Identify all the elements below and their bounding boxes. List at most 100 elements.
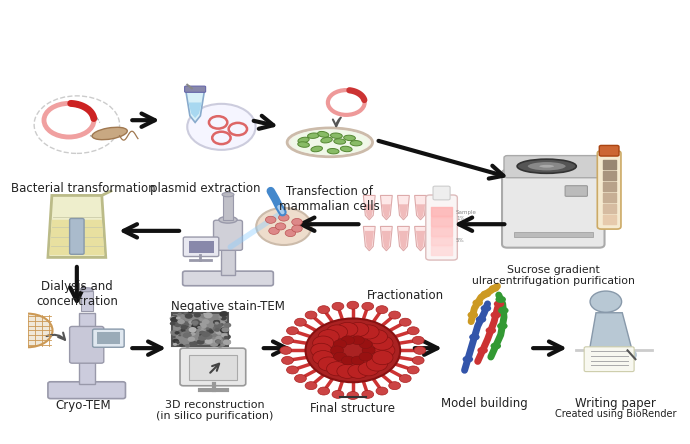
Circle shape — [177, 319, 185, 324]
Circle shape — [219, 339, 227, 344]
Circle shape — [185, 313, 193, 319]
Circle shape — [318, 387, 330, 395]
Circle shape — [189, 341, 198, 347]
Circle shape — [332, 302, 344, 310]
Circle shape — [176, 317, 181, 320]
Circle shape — [215, 340, 221, 344]
Circle shape — [181, 321, 190, 327]
Text: Created using BioRender: Created using BioRender — [555, 409, 676, 419]
Circle shape — [183, 332, 192, 338]
Circle shape — [175, 341, 179, 344]
Text: Fractionation: Fractionation — [367, 289, 444, 301]
Circle shape — [210, 341, 219, 347]
Circle shape — [313, 336, 334, 350]
Ellipse shape — [321, 138, 333, 143]
Circle shape — [191, 319, 200, 325]
Circle shape — [170, 321, 175, 325]
Circle shape — [202, 312, 209, 317]
FancyBboxPatch shape — [433, 186, 450, 200]
Circle shape — [221, 332, 228, 336]
Circle shape — [177, 313, 181, 315]
Polygon shape — [48, 195, 106, 258]
Circle shape — [372, 351, 393, 365]
Circle shape — [186, 327, 191, 331]
Ellipse shape — [310, 147, 323, 151]
Circle shape — [223, 339, 231, 345]
Circle shape — [199, 334, 204, 337]
Circle shape — [198, 335, 207, 341]
Polygon shape — [397, 226, 409, 251]
FancyBboxPatch shape — [70, 218, 84, 254]
Circle shape — [174, 322, 181, 327]
Circle shape — [286, 366, 298, 374]
Circle shape — [275, 223, 286, 230]
Circle shape — [400, 375, 411, 382]
Circle shape — [220, 331, 227, 336]
Circle shape — [342, 356, 355, 365]
Circle shape — [348, 364, 369, 378]
Polygon shape — [364, 195, 375, 220]
Circle shape — [215, 329, 224, 335]
Circle shape — [477, 347, 488, 354]
Circle shape — [331, 346, 344, 355]
FancyBboxPatch shape — [502, 170, 604, 248]
Circle shape — [194, 313, 201, 317]
Circle shape — [195, 332, 200, 336]
Circle shape — [219, 337, 227, 342]
Circle shape — [173, 332, 179, 336]
Circle shape — [186, 329, 193, 333]
FancyBboxPatch shape — [48, 382, 126, 399]
Polygon shape — [49, 220, 104, 255]
Circle shape — [171, 315, 177, 319]
Circle shape — [180, 333, 186, 336]
Bar — [221, 218, 235, 275]
Circle shape — [310, 343, 332, 357]
Circle shape — [305, 382, 317, 390]
Polygon shape — [188, 103, 201, 118]
Ellipse shape — [290, 130, 369, 155]
FancyBboxPatch shape — [600, 146, 619, 156]
Circle shape — [318, 306, 330, 313]
Circle shape — [215, 339, 221, 343]
Circle shape — [181, 324, 188, 329]
Circle shape — [306, 318, 400, 382]
Circle shape — [400, 318, 411, 326]
Circle shape — [491, 311, 501, 318]
Circle shape — [189, 330, 196, 334]
Circle shape — [215, 322, 219, 325]
Ellipse shape — [308, 133, 319, 139]
Ellipse shape — [297, 138, 310, 143]
Circle shape — [202, 313, 208, 317]
Circle shape — [351, 356, 364, 365]
Ellipse shape — [317, 132, 329, 137]
Circle shape — [200, 329, 204, 332]
FancyBboxPatch shape — [565, 186, 587, 196]
Ellipse shape — [341, 146, 352, 152]
Circle shape — [374, 343, 395, 357]
Circle shape — [413, 336, 424, 344]
Circle shape — [491, 342, 501, 349]
Ellipse shape — [92, 127, 127, 140]
Polygon shape — [380, 226, 393, 251]
Text: Final structure: Final structure — [310, 401, 395, 415]
Text: Dialysis and
concentration: Dialysis and concentration — [36, 280, 118, 308]
FancyBboxPatch shape — [185, 86, 206, 92]
Ellipse shape — [351, 141, 362, 146]
Circle shape — [213, 320, 220, 325]
Circle shape — [224, 336, 228, 339]
Circle shape — [358, 325, 379, 339]
Circle shape — [199, 330, 206, 335]
Polygon shape — [415, 226, 426, 251]
Circle shape — [495, 296, 506, 303]
Circle shape — [208, 317, 213, 321]
Circle shape — [462, 356, 473, 363]
Circle shape — [285, 230, 296, 237]
Circle shape — [219, 316, 223, 318]
Circle shape — [3, 313, 52, 347]
Circle shape — [473, 299, 483, 306]
Circle shape — [481, 305, 491, 312]
Polygon shape — [415, 195, 426, 220]
Circle shape — [223, 311, 228, 315]
Circle shape — [326, 362, 348, 376]
Circle shape — [204, 312, 213, 318]
